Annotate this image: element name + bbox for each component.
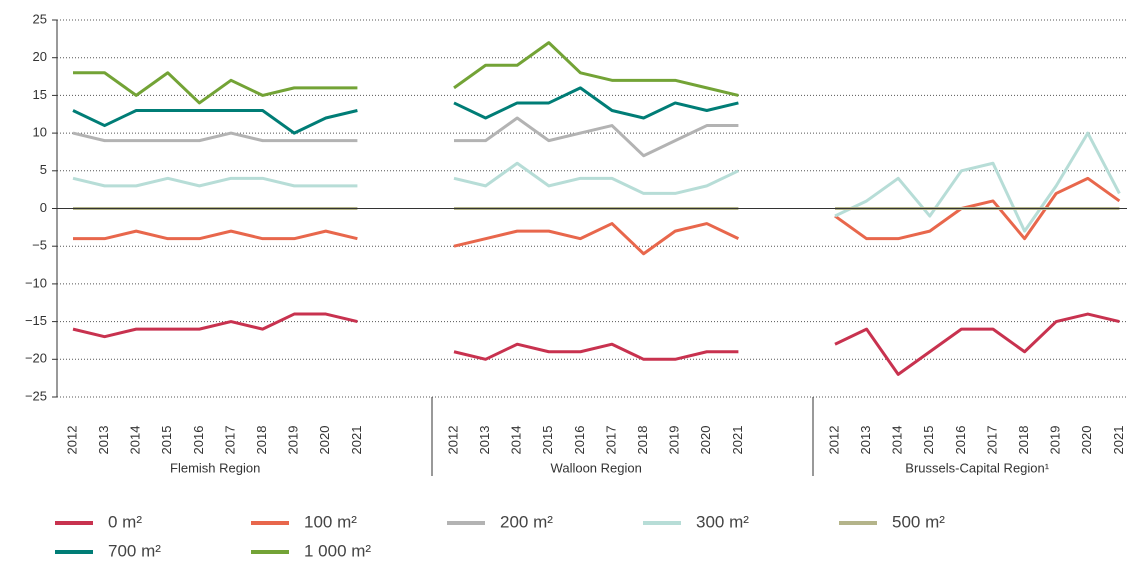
x-tick-label: 2015	[921, 426, 936, 455]
x-tick-label: 2018	[1016, 426, 1031, 455]
x-tick-label: 2016	[191, 426, 206, 455]
x-tick-label: 2017	[222, 426, 237, 455]
series-line	[72, 131, 358, 143]
series-line	[834, 131, 1121, 233]
panel-label: Walloon Region	[551, 460, 642, 475]
x-tick-label: 2016	[572, 426, 587, 455]
x-tick-label: 2021	[349, 426, 364, 455]
x-tick-label: 2012	[64, 426, 79, 455]
series-line	[834, 176, 1121, 241]
legend-label: 500 m²	[892, 512, 945, 531]
x-tick-label: 2020	[1079, 426, 1094, 455]
x-tick-label: 2021	[1111, 426, 1126, 455]
y-tick-label: −15	[25, 313, 47, 328]
y-tick-label: 0	[40, 200, 47, 215]
panel-label: Flemish Region	[170, 460, 260, 475]
series-line	[453, 41, 739, 97]
series-line	[453, 222, 740, 256]
y-tick-label: −25	[25, 388, 47, 403]
series-line	[72, 312, 358, 339]
y-tick-label: 25	[33, 11, 47, 26]
series-line	[73, 229, 358, 241]
x-tick-label: 2014	[509, 426, 524, 455]
x-tick-label: 2015	[540, 426, 555, 455]
x-tick-label: 2013	[96, 426, 111, 455]
x-tick-label: 2012	[445, 426, 460, 455]
x-tick-label: 2017	[603, 426, 618, 455]
x-tick-label: 2018	[635, 426, 650, 455]
series-line	[453, 161, 740, 195]
x-tick-label: 2019	[1048, 426, 1063, 455]
series-line	[834, 312, 1120, 376]
legend-label: 1 000 m²	[304, 541, 371, 560]
x-tick-label: 2020	[698, 426, 713, 455]
series-line	[72, 108, 358, 135]
x-tick-label: 2016	[953, 426, 968, 455]
y-tick-label: 15	[33, 87, 47, 102]
x-tick-label: 2014	[890, 426, 905, 455]
series-line	[453, 342, 739, 361]
legend-label: 200 m²	[500, 512, 553, 531]
series-line	[73, 71, 358, 105]
y-tick-label: −20	[25, 351, 47, 366]
y-tick-label: −5	[32, 238, 47, 253]
panel-label: Brussels-Capital Region¹	[905, 460, 1049, 475]
y-tick-label: 10	[33, 125, 47, 140]
legend-label: 700 m²	[108, 541, 161, 560]
x-tick-label: 2021	[730, 426, 745, 455]
legend-label: 0 m²	[108, 512, 142, 531]
y-tick-label: 20	[33, 49, 47, 64]
x-tick-label: 2018	[254, 426, 269, 455]
x-tick-label: 2019	[286, 426, 301, 455]
x-tick-label: 2015	[159, 426, 174, 455]
x-tick-label: 2020	[317, 426, 332, 455]
x-tick-label: 2014	[128, 426, 143, 455]
series-line	[72, 176, 358, 188]
x-tick-label: 2012	[826, 426, 841, 455]
x-tick-label: 2013	[858, 426, 873, 455]
legend-label: 100 m²	[304, 512, 357, 531]
y-tick-label: 5	[40, 162, 47, 177]
legend-label: 300 m²	[696, 512, 749, 531]
x-tick-label: 2013	[477, 426, 492, 455]
y-tick-label: −10	[25, 275, 47, 290]
series-line	[453, 86, 739, 120]
x-tick-label: 2019	[667, 426, 682, 455]
legend: 0 m² 100 m² 200 m² 300 m² 500 m² 700 m² 1 000 …	[55, 512, 945, 560]
series-line	[454, 116, 739, 158]
x-tick-label: 2017	[984, 426, 999, 455]
